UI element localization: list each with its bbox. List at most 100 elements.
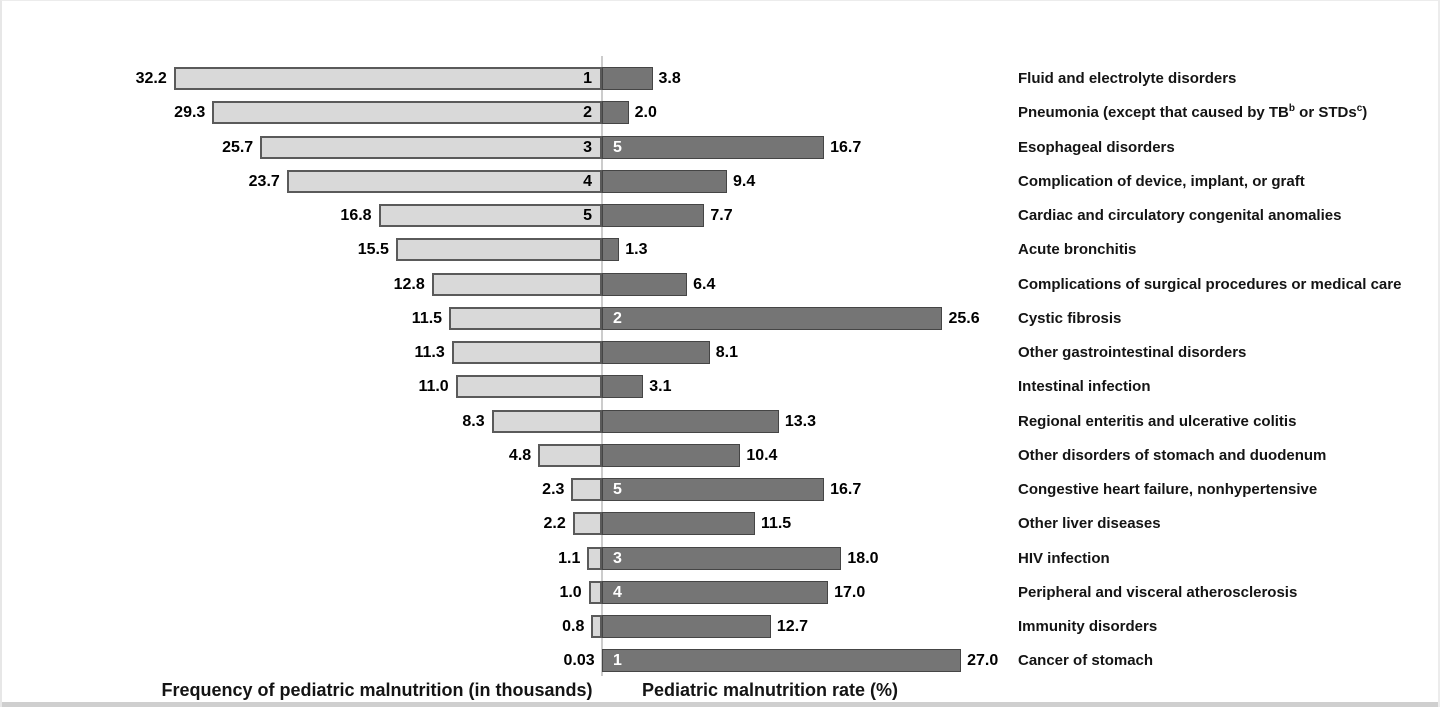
rate-bar bbox=[602, 478, 825, 501]
frequency-value-label: 16.8 bbox=[340, 207, 372, 224]
chart-row: 15.5 1.3 Acute bronchitis bbox=[2, 238, 1438, 262]
rate-bar bbox=[602, 546, 842, 570]
rate-value-label: 17.0 bbox=[834, 583, 866, 601]
chart-row: 0.03 1 27.0 Cancer of stomach bbox=[2, 649, 1438, 673]
frequency-bar bbox=[491, 409, 602, 433]
frequency-rank-label: 5 bbox=[583, 207, 592, 224]
chart-row: 29.3 2 2.0 Pneumonia (except that caused by… bbox=[2, 101, 1438, 125]
rate-value-label: 1.3 bbox=[625, 241, 648, 259]
frequency-rank-label: 3 bbox=[583, 138, 592, 156]
rate-value-label: 13.3 bbox=[784, 412, 817, 430]
rate-bar bbox=[602, 512, 755, 536]
chart-row: 16.8 5 7.7 Cardiac and circulatory congenit… bbox=[2, 204, 1438, 227]
frequency-bar bbox=[572, 512, 602, 536]
frequency-bar bbox=[173, 67, 602, 90]
rate-value-label: 7.7 bbox=[710, 207, 733, 224]
frequency-bar bbox=[591, 615, 602, 638]
frequency-bar bbox=[538, 443, 602, 467]
chart-row: 2.3 5 16.7 Congestive heart failure, nonhyp… bbox=[2, 478, 1438, 501]
chart-row: 4.8 10.4 Other disorders of stomach and du… bbox=[2, 443, 1438, 467]
rate-bar bbox=[602, 101, 629, 125]
rate-bar bbox=[602, 375, 644, 399]
rate-value-label: 11.5 bbox=[760, 515, 792, 533]
rate-rank-label: 2 bbox=[613, 309, 622, 327]
frequency-bar bbox=[212, 101, 602, 125]
rate-rank-label: 1 bbox=[613, 652, 622, 670]
chart-row: 0.8 12.7 Immunity disorders bbox=[2, 615, 1438, 638]
frequency-value-label: 23.7 bbox=[248, 172, 280, 190]
frequency-value-label: 0.8 bbox=[562, 618, 585, 635]
rate-value-label: 3.8 bbox=[658, 70, 681, 87]
chart-row: 32.2 1 3.8 Fluid and electrolyte disorders bbox=[2, 67, 1438, 90]
frequency-value-label: 1.1 bbox=[558, 549, 581, 567]
category-label: Esophageal disorders bbox=[1018, 138, 1175, 156]
frequency-value-label: 11.0 bbox=[418, 378, 449, 396]
category-label: Complications of surgical procedures or … bbox=[1018, 275, 1402, 293]
rate-value-label: 2.0 bbox=[634, 104, 657, 122]
rate-value-label: 3.1 bbox=[649, 378, 672, 396]
frequency-bar bbox=[455, 375, 602, 399]
right-axis-title: Pediatric malnutrition rate (%) bbox=[641, 680, 899, 700]
rate-value-label: 25.6 bbox=[948, 309, 980, 327]
frequency-bar bbox=[431, 272, 602, 296]
frequency-value-label: 29.3 bbox=[174, 104, 206, 122]
category-label: Cancer of stomach bbox=[1018, 652, 1154, 670]
chart-row: 11.3 8.1 Other gastrointestinal disorders bbox=[2, 341, 1438, 364]
frequency-bar bbox=[260, 135, 602, 159]
frequency-bar bbox=[588, 580, 602, 604]
category-label: Peripheral and visceral atherosclerosis bbox=[1018, 583, 1298, 601]
frequency-bar bbox=[451, 341, 602, 364]
category-label: Congestive heart failure, nonhypertensiv… bbox=[1018, 481, 1318, 498]
frequency-value-label: 2.2 bbox=[543, 515, 566, 533]
frequency-bar bbox=[378, 204, 602, 227]
frequency-value-label: 25.7 bbox=[222, 138, 254, 156]
category-label: Pneumonia (except that caused by TBb or … bbox=[1018, 103, 1368, 122]
chart-row: 1.0 4 17.0 Peripheral and visceral atherosc… bbox=[2, 580, 1438, 604]
category-label: Acute bronchitis bbox=[1018, 241, 1137, 259]
frequency-bar bbox=[449, 306, 602, 330]
category-label: Intestinal infection bbox=[1018, 378, 1151, 396]
chart-row: 8.3 13.3 Regional enteritis and ulcerative… bbox=[2, 409, 1438, 433]
rate-bar bbox=[602, 272, 688, 296]
frequency-value-label: 1.0 bbox=[559, 583, 582, 601]
rate-value-label: 6.4 bbox=[693, 275, 716, 293]
category-label: Regional enteritis and ulcerative coliti… bbox=[1018, 412, 1297, 430]
category-label: Cystic fibrosis bbox=[1018, 309, 1122, 327]
rate-bar bbox=[602, 67, 653, 90]
rate-value-label: 8.1 bbox=[715, 344, 738, 361]
frequency-value-label: 2.3 bbox=[542, 481, 565, 498]
rate-value-label: 27.0 bbox=[967, 652, 999, 670]
category-label: Other disorders of stomach and duodenum bbox=[1018, 446, 1327, 464]
category-label: Other gastrointestinal disorders bbox=[1018, 344, 1247, 361]
rate-bar bbox=[602, 306, 943, 330]
rate-value-label: 12.7 bbox=[776, 618, 809, 635]
chart-row: 1.1 3 18.0 HIV infection bbox=[2, 546, 1438, 570]
left-axis-title: Frequency of pediatric malnutrition (in … bbox=[161, 680, 593, 700]
frequency-value-label: 11.5 bbox=[411, 309, 443, 327]
category-label: Fluid and electrolyte disorders bbox=[1018, 70, 1237, 87]
rate-bar bbox=[602, 204, 705, 227]
rate-bar bbox=[602, 169, 728, 193]
frequency-bar bbox=[395, 238, 602, 262]
frequency-rank-label: 1 bbox=[583, 70, 592, 87]
rate-rank-label: 3 bbox=[613, 549, 622, 567]
rate-bar bbox=[602, 341, 710, 364]
frequency-bar bbox=[587, 546, 602, 570]
chart-row: 11.5 2 25.6 Cystic fibrosis bbox=[2, 306, 1438, 330]
rate-bar bbox=[602, 649, 962, 673]
chart-row: 25.7 3 5 16.7 Esophageal disorders bbox=[2, 135, 1438, 159]
rate-value-label: 10.4 bbox=[746, 446, 778, 464]
category-label: Immunity disorders bbox=[1018, 618, 1158, 635]
center-axis-line bbox=[601, 56, 603, 676]
frequency-value-label: 4.8 bbox=[508, 446, 532, 464]
frequency-rank-label: 4 bbox=[583, 172, 592, 190]
chart-row: 12.8 6.4 Complications of surgical procedu… bbox=[2, 272, 1438, 296]
rate-bar bbox=[602, 135, 825, 159]
rate-rank-label: 5 bbox=[613, 481, 622, 498]
frequency-value-label: 32.2 bbox=[135, 70, 167, 87]
figure-bottom-border bbox=[2, 702, 1438, 707]
category-label: Cardiac and circulatory congenital anoma… bbox=[1018, 207, 1342, 224]
frequency-value-label: 15.5 bbox=[357, 241, 389, 259]
chart-row: 11.0 3.1 Intestinal infection bbox=[2, 375, 1438, 399]
